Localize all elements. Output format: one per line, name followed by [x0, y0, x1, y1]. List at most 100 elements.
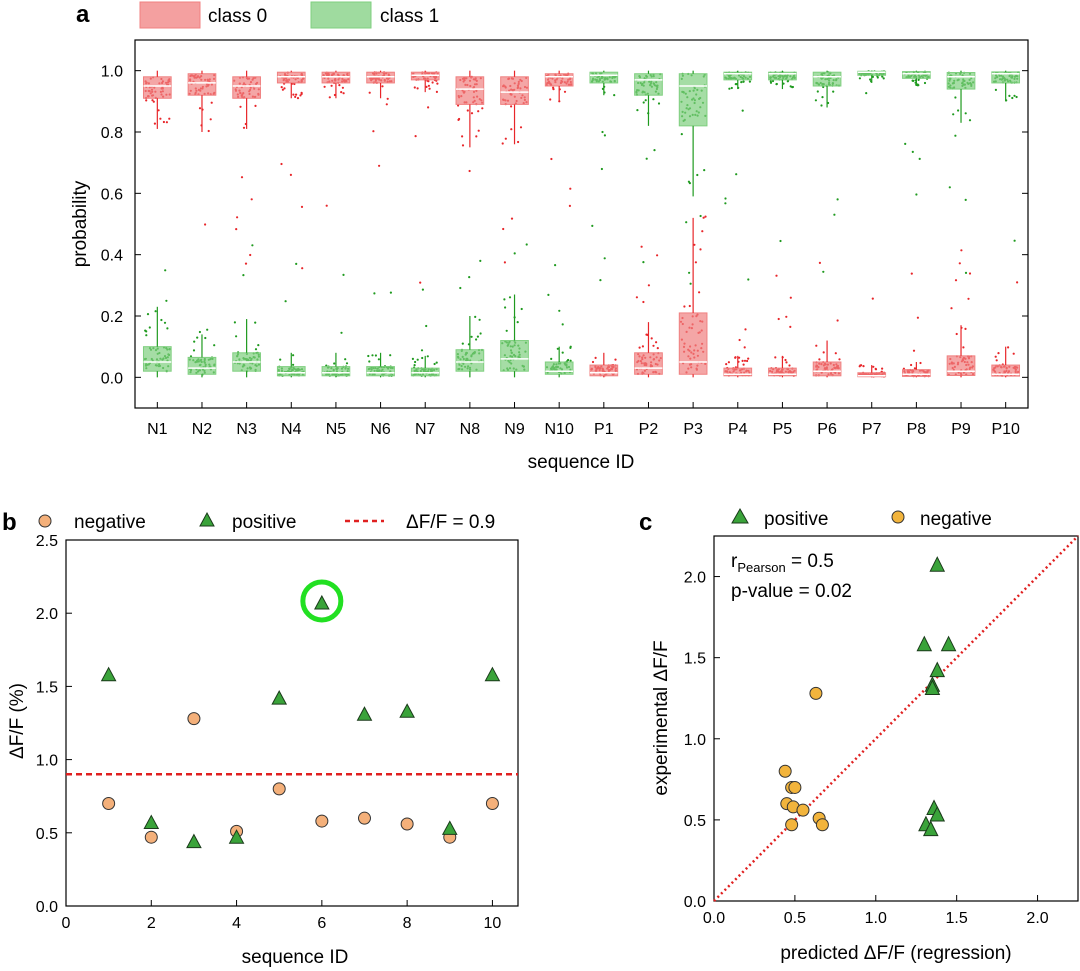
jitter-point	[563, 90, 567, 93]
jitter-point	[964, 198, 967, 201]
point-positive	[924, 679, 941, 695]
point-negative	[788, 780, 802, 794]
jitter-point	[652, 98, 655, 101]
jitter-point	[687, 180, 691, 183]
p-value-text: p-value = 0.02	[731, 581, 852, 602]
jitter-point	[525, 243, 528, 246]
jitter-point	[685, 221, 688, 224]
x-tick-label-b: 8	[403, 915, 412, 932]
legend-marker-positive	[199, 511, 215, 527]
jitter-point	[280, 86, 283, 89]
panel-a: a class 0 class 1 0.0 0.2 0.4 0.6 0.8 1.0 N1 N2…	[70, 1, 1029, 473]
legend-label-positive-c: positive	[764, 509, 828, 530]
jitter-point	[832, 90, 835, 93]
box-class0	[276, 71, 306, 84]
jitter-point	[747, 278, 750, 281]
x-tick-label-a: P2	[639, 421, 659, 438]
jitter-point	[419, 281, 422, 284]
jitter-point	[233, 321, 236, 324]
jitter-point	[952, 113, 955, 116]
jitter-point	[655, 341, 658, 344]
jitter-point	[954, 96, 957, 99]
jitter-point	[997, 352, 1000, 355]
y-tick-label-a: 0.4	[101, 248, 123, 265]
jitter-point	[210, 101, 213, 104]
jitter-point	[958, 262, 961, 265]
jitter-point	[435, 90, 438, 93]
jitter-point	[734, 356, 737, 359]
jitter-point	[789, 296, 792, 299]
jitter-point	[371, 354, 374, 357]
jitter-point	[389, 291, 392, 294]
point-positive	[916, 635, 933, 652]
jitter-point	[968, 272, 972, 275]
jitter-point	[915, 193, 918, 196]
y-tick-label-b: 2.5	[36, 533, 58, 550]
jitter-point	[426, 355, 429, 358]
jitter-point	[910, 363, 913, 367]
jitter-point	[833, 213, 836, 216]
y-tick-label-a: 0.0	[101, 370, 123, 387]
jitter-point	[254, 104, 257, 107]
jitter-point	[196, 336, 199, 339]
jitter-point	[157, 109, 160, 112]
jitter-point	[836, 198, 839, 201]
jitter-point	[916, 316, 920, 319]
box-class0	[187, 73, 217, 96]
jitter-point	[416, 358, 419, 361]
jitter-point	[1015, 95, 1018, 99]
jitter-point	[769, 81, 773, 84]
jitter-point	[342, 92, 345, 95]
jitter-point	[791, 85, 795, 89]
legend-marker-negative	[38, 514, 52, 528]
jitter-point	[641, 345, 645, 348]
jitter-point	[477, 129, 480, 132]
jitter-point	[689, 282, 692, 285]
jitter-point	[368, 91, 371, 94]
jitter-point	[373, 292, 376, 295]
y-tick-label-b: 1.0	[36, 753, 58, 770]
jitter-point	[165, 121, 168, 124]
y-tick-label-c: 0.0	[684, 894, 706, 911]
jitter-point	[517, 140, 520, 144]
jitter-point	[916, 83, 919, 86]
jitter-point	[650, 337, 653, 340]
point-positive	[441, 820, 458, 835]
legend-label-class1: class 1	[380, 6, 439, 27]
x-tick-label-c: 0.5	[784, 910, 806, 927]
jitter-point	[145, 99, 148, 102]
point-negative	[187, 712, 201, 726]
box-class1	[142, 346, 172, 372]
point-negative	[102, 797, 116, 811]
box-class1	[946, 72, 976, 90]
jitter-point	[503, 261, 506, 264]
jitter-point	[919, 361, 922, 365]
panel-b: b negative positive ΔF/F = 0.9 0.0 0.5 1.0…	[2, 509, 519, 968]
panel-c-frame	[713, 535, 1079, 902]
jitter-point	[289, 173, 292, 176]
jitter-point	[591, 360, 595, 364]
jitter-point	[746, 359, 749, 363]
x-tick-label-a: N4	[281, 421, 302, 438]
jitter-point	[600, 167, 604, 171]
y-tick-label-b: 0.0	[36, 899, 58, 916]
jitter-point	[734, 83, 737, 86]
jitter-point	[784, 358, 787, 362]
jitter-point	[504, 306, 507, 309]
jitter-point	[421, 288, 424, 291]
jitter-point	[414, 360, 417, 364]
jitter-point	[386, 97, 389, 100]
jitter-point	[558, 309, 561, 312]
box-class1	[544, 361, 574, 375]
jitter-point	[159, 117, 162, 120]
jitter-point	[657, 102, 661, 105]
jitter-point	[204, 223, 207, 226]
x-tick-label-c: 2.0	[1026, 910, 1048, 927]
point-negative	[357, 811, 371, 825]
point-negative	[144, 830, 158, 844]
jitter-point	[954, 279, 958, 282]
jitter-point	[912, 349, 916, 352]
jitter-point	[300, 205, 304, 208]
box-class0	[589, 364, 619, 377]
point-negative	[272, 782, 286, 796]
